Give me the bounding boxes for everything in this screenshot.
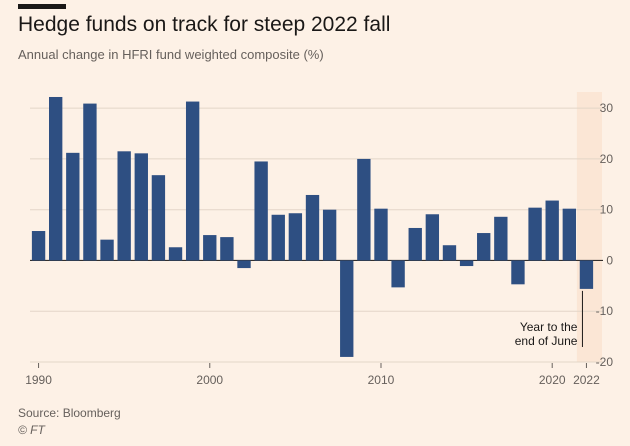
y-tick-label: 0	[606, 253, 613, 267]
bar	[459, 260, 474, 267]
bar	[100, 239, 114, 261]
bar	[511, 260, 525, 285]
bar	[545, 200, 559, 261]
bar	[442, 245, 457, 261]
y-tick-label: 30	[600, 101, 614, 115]
bar	[66, 152, 80, 261]
bar	[185, 101, 200, 261]
bar	[408, 227, 422, 261]
x-tick-label: 2010	[368, 373, 395, 387]
source-note: Source: Bloomberg	[18, 406, 121, 420]
highlight-band	[576, 92, 602, 362]
chart-title: Hedge funds on track for steep 2022 fall	[18, 13, 391, 36]
y-tick-label: 20	[600, 152, 614, 166]
x-tick-label: 2022	[573, 373, 600, 387]
bar	[83, 103, 97, 261]
bar	[203, 235, 217, 261]
bar	[579, 260, 594, 289]
annotation-text: end of June	[515, 334, 578, 348]
bar	[374, 208, 388, 261]
bar	[562, 208, 576, 261]
bar	[134, 153, 148, 261]
x-tick-label: 1990	[25, 373, 52, 387]
bar	[340, 260, 354, 357]
bar	[494, 216, 508, 261]
bar	[288, 213, 303, 261]
bar	[117, 151, 131, 261]
bar	[168, 247, 183, 261]
bar	[254, 161, 268, 261]
x-tick-label: 2020	[539, 373, 566, 387]
bar	[151, 175, 166, 261]
bar	[271, 214, 285, 261]
bar	[305, 194, 320, 261]
bar	[31, 231, 46, 261]
bar	[391, 260, 405, 288]
y-tick-label: -20	[596, 355, 614, 369]
bar	[528, 207, 542, 261]
bar	[425, 214, 440, 261]
bar	[220, 237, 234, 261]
y-tick-label: -10	[596, 304, 614, 318]
chart-subtitle: Annual change in HFRI fund weighted comp…	[18, 47, 324, 62]
bar	[49, 96, 63, 261]
bar	[357, 158, 371, 261]
bar	[237, 260, 251, 269]
annotation-text: Year to the	[520, 320, 578, 334]
ft-credit: © FT	[18, 423, 45, 437]
x-tick-label: 2000	[196, 373, 223, 387]
bar	[477, 233, 491, 261]
top-rule	[18, 4, 66, 9]
bar	[322, 209, 337, 261]
y-tick-label: 10	[600, 203, 614, 217]
